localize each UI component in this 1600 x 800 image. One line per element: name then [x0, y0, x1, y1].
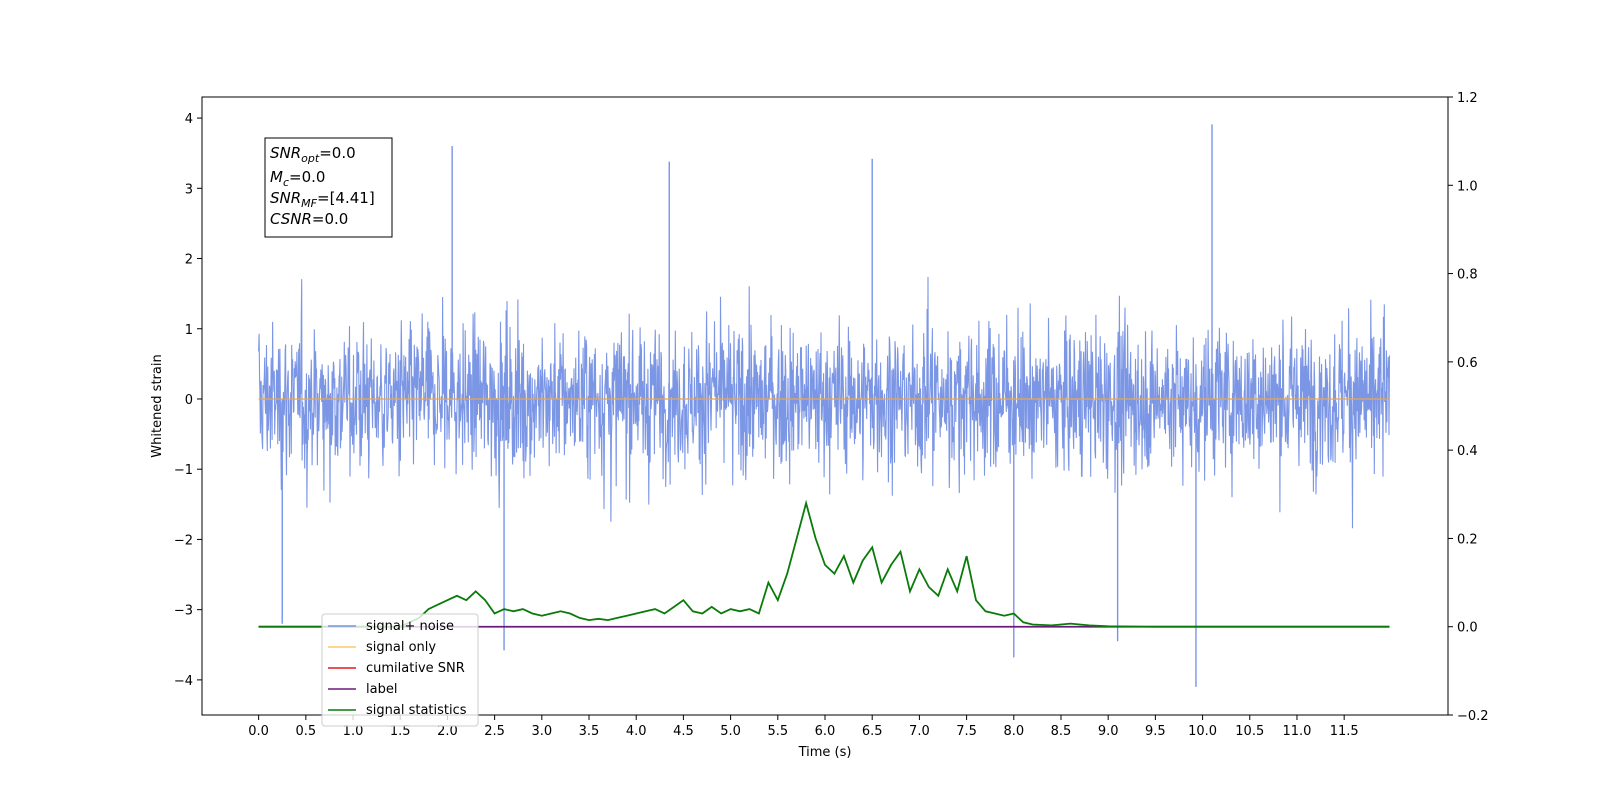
annotation-csnr: CSNR=0.0 [270, 210, 348, 228]
svg-text:label: label [366, 682, 397, 697]
annotation-snr-mf: SNRMF=[4.41] [270, 189, 375, 210]
y-tick-label: 0 [185, 393, 193, 408]
x-tick-label: 5.0 [720, 724, 741, 739]
y2-tick-label: 0.6 [1457, 356, 1478, 371]
x-tick-label: 6.5 [862, 724, 883, 739]
x-tick-label: 3.0 [531, 724, 552, 739]
y2-tick-label: 0.0 [1457, 621, 1478, 636]
annotation-mc: Mc=0.0 [270, 168, 325, 189]
svg-text:signal only: signal only [366, 640, 436, 655]
y-axis-label: Whitened strain [150, 354, 165, 457]
x-tick-label: 11.0 [1282, 724, 1311, 739]
legend-item-label: label [328, 682, 397, 697]
x-tick-label: 1.0 [343, 724, 364, 739]
x-tick-label: 2.0 [437, 724, 458, 739]
y-tick-label: −2 [174, 533, 193, 548]
x-tick-label: 7.5 [956, 724, 977, 739]
x-axis: 0.0 0.5 1.0 1.5 2.0 2.5 3.0 3.5 4.0 4.5 5.0 5.5 6.0 6… [248, 715, 1359, 739]
x-tick-label: 4.5 [673, 724, 694, 739]
x-tick-label: 3.5 [579, 724, 600, 739]
legend-item-cumilative-snr: cumilative SNR [328, 661, 465, 676]
x-tick-label: 0.5 [295, 724, 316, 739]
y-tick-label: −4 [174, 674, 193, 689]
y-axis-left: −4 −3 −2 −1 0 1 2 3 4 [174, 112, 202, 689]
y2-tick-label: 1.0 [1457, 179, 1478, 194]
x-tick-label: 0.0 [248, 724, 269, 739]
svg-text:cumilative SNR: cumilative SNR [366, 661, 465, 676]
y-tick-label: 2 [185, 253, 193, 268]
x-tick-label: 8.5 [1051, 724, 1072, 739]
y-tick-label: 4 [185, 112, 193, 127]
y-axis-right: −0.2 0.0 0.2 0.4 0.6 0.8 1.0 1.2 [1448, 91, 1489, 724]
legend-item-signal-only: signal only [328, 640, 436, 655]
x-tick-label: 9.0 [1098, 724, 1119, 739]
x-tick-label: 1.5 [390, 724, 411, 739]
x-tick-label: 2.5 [484, 724, 505, 739]
y-tick-label: 1 [185, 323, 193, 338]
svg-text:signal+ noise: signal+ noise [366, 619, 454, 634]
series-signal-statistics [258, 499, 1390, 628]
legend-item-signal-statistics: signal statistics [328, 703, 467, 718]
y2-tick-label: 0.2 [1457, 532, 1478, 547]
snr-annotation-box: SNRopt=0.0 Mc=0.0 SNRMF=[4.41] CSNR=0.0 [264, 137, 393, 238]
y2-tick-label: 0.4 [1457, 444, 1478, 459]
y2-tick-label: 1.2 [1457, 91, 1478, 106]
y2-tick-label: −0.2 [1457, 709, 1489, 724]
x-tick-label: 8.0 [1003, 724, 1024, 739]
plot-area [258, 124, 1391, 687]
annotation-snr-opt: SNRopt=0.0 [270, 144, 356, 165]
legend: signal+ noise signal only cumilative SNR… [321, 613, 479, 727]
legend-item-signal-noise: signal+ noise [328, 619, 454, 634]
x-tick-label: 11.5 [1330, 724, 1359, 739]
y2-tick-label: 0.8 [1457, 268, 1478, 283]
x-tick-label: 5.5 [767, 724, 788, 739]
x-tick-label: 9.5 [1145, 724, 1166, 739]
y-tick-label: −1 [174, 463, 193, 478]
x-tick-label: 10.5 [1235, 724, 1264, 739]
y-tick-label: 3 [185, 182, 193, 197]
x-tick-label: 7.0 [909, 724, 930, 739]
series-signal-noise [258, 276, 1391, 529]
x-tick-label: 10.0 [1188, 724, 1217, 739]
x-tick-label: 6.0 [815, 724, 836, 739]
x-axis-label: Time (s) [798, 745, 852, 760]
svg-text:signal statistics: signal statistics [366, 703, 467, 718]
x-tick-label: 4.0 [626, 724, 647, 739]
y-tick-label: −3 [174, 604, 193, 619]
